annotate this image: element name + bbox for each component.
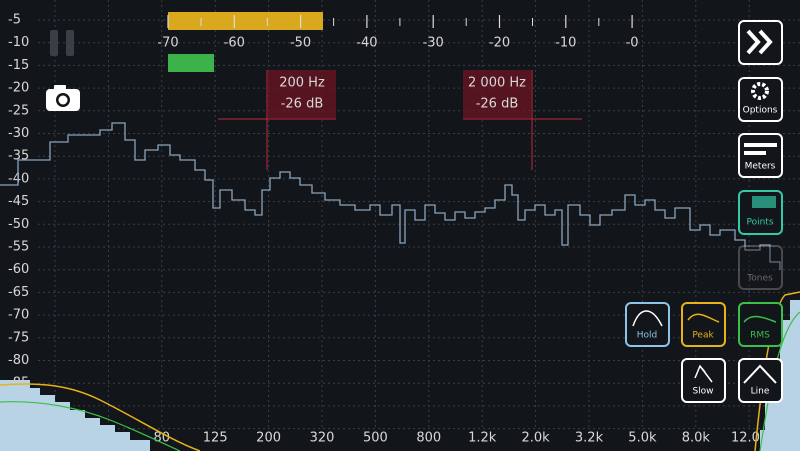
meter-label: -10	[555, 36, 576, 51]
button-label: Hold	[637, 331, 658, 341]
button-label: Meters	[745, 162, 776, 172]
rms-button[interactable]: RMS	[738, 302, 783, 347]
hold-button[interactable]: Hold	[625, 302, 670, 347]
freq-label: 1.2k	[468, 431, 497, 446]
db-label: -65	[8, 285, 29, 300]
db-label: -15	[8, 58, 29, 73]
db-label: -30	[8, 126, 29, 141]
db-label: -5	[8, 13, 21, 28]
freq-label: 500	[363, 431, 388, 446]
cursor-level: -26 dB	[281, 97, 324, 112]
cursor-freq: 2 000 Hz	[468, 76, 526, 91]
rms-area	[0, 380, 150, 451]
freq-label: 125	[203, 431, 228, 446]
db-label: -70	[8, 308, 29, 323]
freq-label: 200	[256, 431, 281, 446]
meter-label: -70	[157, 36, 178, 51]
button-label: Line	[751, 387, 770, 397]
button-label: RMS	[750, 331, 770, 341]
freq-label: 2.0k	[521, 431, 550, 446]
meter-label: -50	[290, 36, 311, 51]
freq-label: 3.2k	[575, 431, 604, 446]
tones-button[interactable]: Tones	[738, 245, 783, 290]
peak-meter	[168, 12, 323, 30]
db-label: -45	[8, 194, 29, 209]
cursor-level: -26 dB	[476, 97, 519, 112]
cursor-freq: 200 Hz	[279, 76, 325, 91]
meter-label: -30	[423, 36, 444, 51]
peak-curve	[0, 291, 800, 451]
button-label: Slow	[692, 387, 713, 397]
meters-button[interactable]: Meters	[738, 133, 783, 178]
meter-label: -0	[626, 36, 639, 51]
cursors: 200 Hz -26 dB 2 000 Hz -26 dB	[218, 70, 582, 170]
button-label: Options	[743, 106, 778, 116]
freq-label: 80	[154, 431, 171, 446]
camera-button[interactable]	[46, 85, 80, 111]
db-label: -55	[8, 240, 29, 255]
freq-label: 5.0k	[628, 431, 657, 446]
db-label: -10	[8, 35, 29, 50]
slow-button[interactable]: Slow	[681, 358, 726, 403]
meter-scale: -70 -60 -50 -40 -30 -20 -10 -0	[157, 15, 639, 51]
button-label: Tones	[746, 274, 773, 284]
db-label: -60	[8, 262, 29, 277]
line-button[interactable]: Line	[738, 358, 783, 403]
pause-button[interactable]	[50, 30, 74, 56]
button-label: Peak	[692, 331, 714, 341]
hold-curve	[0, 311, 800, 451]
freq-label: 12.0k	[731, 431, 768, 446]
freq-label: 800	[416, 431, 441, 446]
meter-label: -60	[224, 36, 245, 51]
spectrum	[0, 122, 781, 270]
cursor-box	[268, 70, 336, 118]
peak-button[interactable]: Peak	[681, 302, 726, 347]
cursor-box	[463, 70, 531, 118]
button-label: Points	[746, 218, 773, 228]
options-button[interactable]: Options	[738, 77, 783, 122]
skip-button[interactable]	[738, 20, 783, 65]
db-label: -80	[8, 353, 29, 368]
db-label: -75	[8, 330, 29, 345]
meter-label: -20	[489, 36, 510, 51]
freq-label: 8.0k	[682, 431, 711, 446]
db-label: -20	[8, 81, 29, 96]
rms-meter	[168, 54, 214, 72]
meter-label: -40	[356, 36, 377, 51]
freq-label: 320	[310, 431, 335, 446]
db-label: -50	[8, 217, 29, 232]
points-button[interactable]: Points	[738, 190, 783, 235]
db-label: -25	[8, 103, 29, 118]
